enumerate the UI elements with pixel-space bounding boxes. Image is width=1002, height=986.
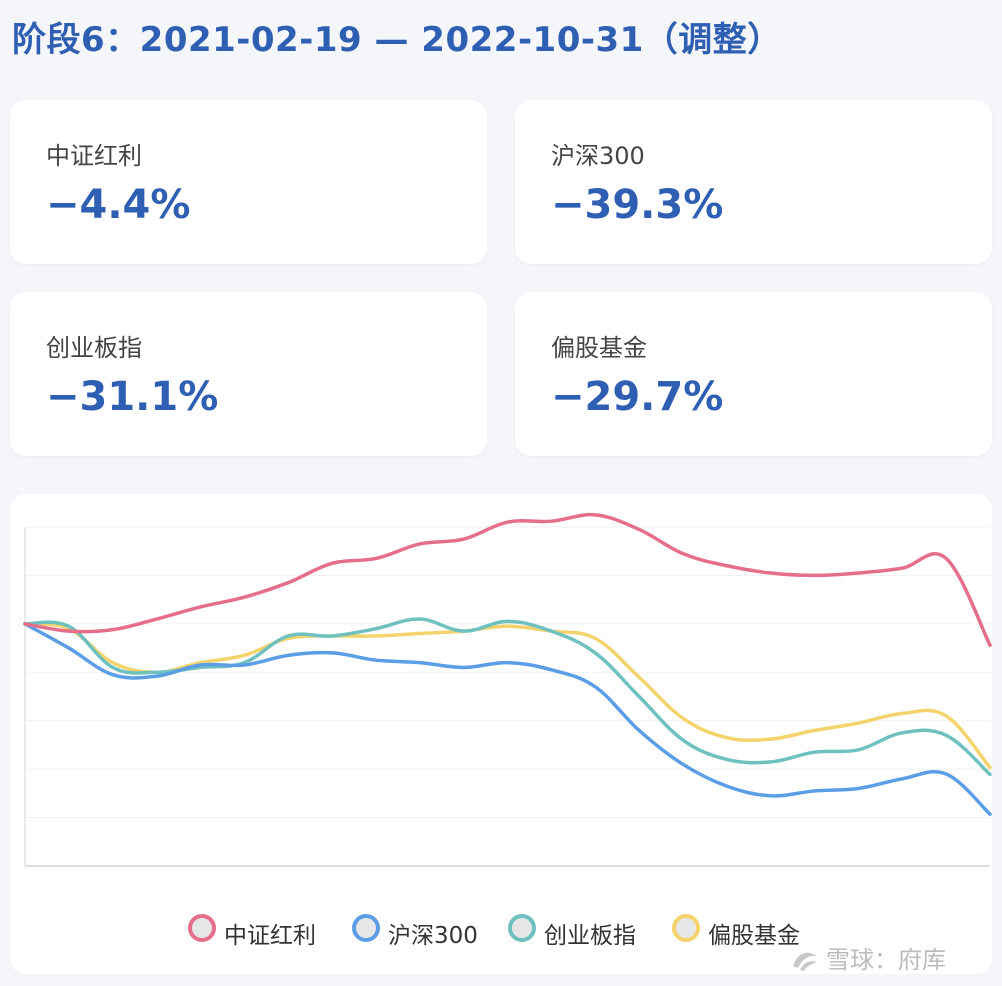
legend-label: 中证红利 [224,923,316,949]
legend-label: 偏股基金 [708,923,800,949]
legend-swatch-chinext [508,914,536,942]
stat-value: −39.3% [551,182,724,228]
stat-value: −29.7% [551,374,724,420]
stat-label: 创业板指 [46,334,142,362]
chart-panel: 中证红利 沪深300 创业板指 偏股基金 [10,494,992,974]
stat-card-hs300: 沪深300 −39.3% [515,100,992,264]
legend-label: 创业板指 [544,923,636,949]
stat-card-chinext: 创业板指 −31.1% [10,292,487,456]
line-chart [23,512,992,867]
legend-swatch-equity-fund [672,914,700,942]
stat-label: 中证红利 [46,142,142,170]
page-title: 阶段6：2021-02-19 — 2022-10-31（调整） [12,20,782,60]
stat-label: 偏股基金 [551,334,647,362]
legend-label: 沪深300 [388,923,478,949]
series-line-2 [23,622,992,816]
stat-value: −4.4% [46,182,191,228]
stat-card-dividend: 中证红利 −4.4% [10,100,487,264]
legend-swatch-dividend [188,914,216,942]
series-line-3 [23,617,992,777]
series-line-1 [23,512,992,647]
stat-label: 沪深300 [551,142,645,170]
watermark: 雪球：府库 [790,940,946,975]
watermark-text: 雪球：府库 [826,946,946,974]
chart-legend: 中证红利 沪深300 创业板指 偏股基金 [10,908,992,952]
stat-card-equity-fund: 偏股基金 −29.7% [515,292,992,456]
legend-swatch-hs300 [352,914,380,942]
snowball-logo-icon [793,952,817,971]
stat-value: −31.1% [46,374,219,420]
series-line-4 [23,622,992,770]
